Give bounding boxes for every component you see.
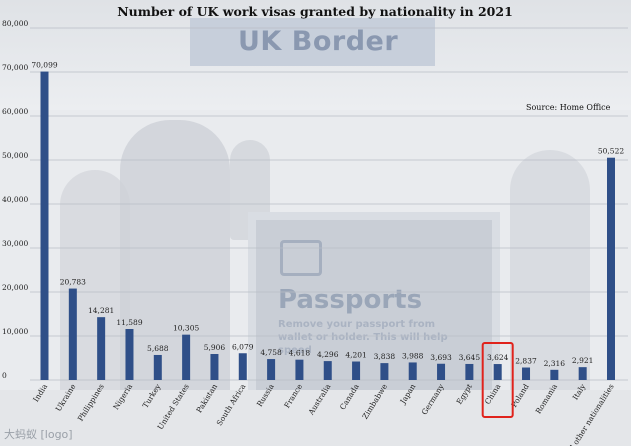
category-label: Australia [306,382,333,417]
y-tick-label: 60,000 [2,107,28,116]
passport-icon [280,240,322,276]
bar [182,334,191,380]
bar [40,71,49,381]
category-label: Russia [255,382,276,408]
y-tick-label: 20,000 [2,283,28,292]
category-label: India [31,382,49,404]
value-label: 2,316 [544,359,566,368]
y-tick-label: 50,000 [2,151,28,160]
category-label: France [282,382,304,410]
y-axis: 0 10,000 20,000 30,000 40,000 50,000 60,000 70,… [2,19,28,380]
category-label: Canada [338,382,361,412]
value-label: 4,201 [345,351,366,360]
background-floor [0,390,631,446]
category-label: Philippines [76,382,106,423]
category-label: Germany [420,382,446,417]
bar [68,288,77,380]
bar [125,329,134,380]
bar [323,361,332,380]
background-sign-text: UK Border [238,26,399,57]
value-label: 3,645 [459,353,481,362]
value-label: 11,589 [116,318,142,327]
bar [465,363,474,380]
value-label: 4,296 [317,350,339,359]
category-label: Pakistan [194,382,219,414]
category-label: Zimbabwe [360,382,389,421]
category-label: Egypt [455,382,474,406]
background-person [510,150,590,410]
background-sign [190,18,435,66]
bar [210,354,219,380]
bar [607,157,615,380]
bar [295,359,304,380]
background-panel-title: Passports [278,285,423,315]
bar [493,364,502,380]
category-label: Ukraine [54,382,78,413]
value-label: 5,906 [204,343,226,352]
category-label: Italy [571,382,588,402]
highlight [481,342,514,418]
bar [267,359,276,380]
background-panel-text: Remove your passport from wallet or hold… [278,319,448,356]
value-label: 5,688 [147,344,169,353]
value-label: 70,099 [31,61,57,70]
bar [380,363,389,380]
bar [522,367,531,380]
y-tick-label: 0 [2,371,7,380]
value-label: 3,838 [374,352,396,361]
bar [238,353,247,380]
value-label: 50,522 [598,147,624,156]
watermark: 大蚂蚁 [logo] [4,428,73,441]
bar [97,317,106,380]
value-label: 4,618 [289,349,311,358]
y-tick-label: 70,000 [2,63,28,72]
value-label: 2,921 [572,356,593,365]
bar [352,361,361,380]
category-label: Japan [398,382,418,406]
category-label: China [483,382,503,406]
y-tick-label: 80,000 [2,19,28,28]
bars [40,71,615,381]
value-label: 6,079 [232,342,254,351]
value-label: 14,281 [88,306,114,315]
y-tick-label: 10,000 [2,327,28,336]
chart-source: Source: Home Office [526,103,611,112]
bar [408,362,417,380]
bar [153,354,162,380]
value-label: 10,305 [173,324,199,333]
value-label: 2,837 [515,357,537,366]
category-label: All other nationalities [564,382,616,446]
category-label: Turkey [141,382,163,410]
chart-title: Number of UK work visas granted by natio… [117,4,513,19]
y-tick-label: 30,000 [2,239,28,248]
category-label: Nigeria [111,382,134,412]
value-label: 3,988 [402,351,424,360]
value-label: 3,624 [487,353,509,362]
highlight-box [481,342,514,418]
bar [578,367,587,380]
value-label: 4,758 [260,348,282,357]
background-passport-panel [248,212,500,420]
bar [550,369,559,380]
value-label: 3,693 [430,353,452,362]
value-label: 20,783 [60,278,86,287]
category-label: Romania [534,382,560,416]
gridlines [30,27,628,381]
category-label: South Africa [215,382,248,427]
y-tick-label: 40,000 [2,195,28,204]
bar [437,363,446,380]
